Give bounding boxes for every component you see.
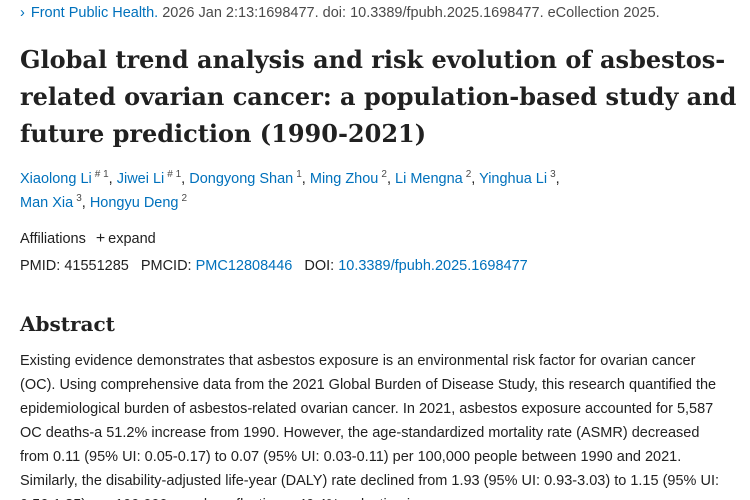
journal-link[interactable]: Front Public Health. [30, 5, 159, 21]
citation-details: 2026 Jan 2:13:1698477. doi: 10.3389/fpub… [158, 5, 660, 21]
pmcid-link[interactable]: PMC12808446 [195, 258, 293, 274]
author-link[interactable]: Man Xia 3 [20, 193, 82, 212]
author-link[interactable]: Hongyu Deng 2 [89, 193, 188, 212]
author-affiliation-ref[interactable]: 3 [550, 169, 556, 180]
citation-line: › Front Public Health. 2026 Jan 2:13:1698… [20, 4, 740, 22]
pmid-label: PMID: [20, 258, 61, 274]
identifiers-row: PMID: 41551285 PMCID: PMC12808446 DOI: 10.… [20, 256, 528, 276]
article-title: Global trend analysis and risk evolution… [20, 45, 737, 148]
author-affiliation-ref[interactable]: 2 [381, 169, 387, 180]
author-affiliation-ref[interactable]: 2 [181, 193, 188, 204]
author-affiliation-ref[interactable]: 2 [465, 169, 472, 180]
affiliations-label: Affiliations [20, 231, 86, 247]
author-affiliation-ref[interactable]: 1 [296, 169, 302, 180]
affiliations-expand-button[interactable]: + expand [95, 230, 156, 247]
pmcid-label: PMCID: [140, 258, 192, 274]
abstract-text: Existing evidence demonstrates that asbe… [20, 353, 719, 500]
doi-label: DOI: [304, 258, 335, 274]
abstract-heading: Abstract [20, 312, 115, 336]
author-link[interactable]: Li Mengna 2 [395, 169, 472, 188]
author-affiliation-ref[interactable]: # 1 [94, 169, 109, 180]
author-link[interactable]: Dongyong Shan 1 [189, 169, 302, 188]
author-list: Xiaolong Li # 1, Jiwei Li # 1, Dongyong Sh… [20, 169, 560, 212]
author-affiliation-ref[interactable]: 3 [76, 193, 82, 204]
author-link[interactable]: Jiwei Li # 1 [116, 169, 182, 188]
author-affiliation-ref[interactable]: # 1 [167, 169, 182, 180]
author-link[interactable]: Xiaolong Li # 1 [20, 169, 109, 188]
author-link[interactable]: Ming Zhou 2 [309, 169, 387, 188]
doi-link[interactable]: 10.3389/fpubh.2025.1698477 [338, 258, 528, 274]
affiliations-section: Affiliations + expand [20, 229, 156, 249]
chevron-right-icon: › [20, 5, 25, 21]
pmid-value: 41551285 [64, 258, 129, 274]
expand-label: expand [108, 231, 156, 247]
plus-icon: + [95, 230, 106, 247]
author-link[interactable]: Yinghua Li 3 [479, 169, 556, 188]
